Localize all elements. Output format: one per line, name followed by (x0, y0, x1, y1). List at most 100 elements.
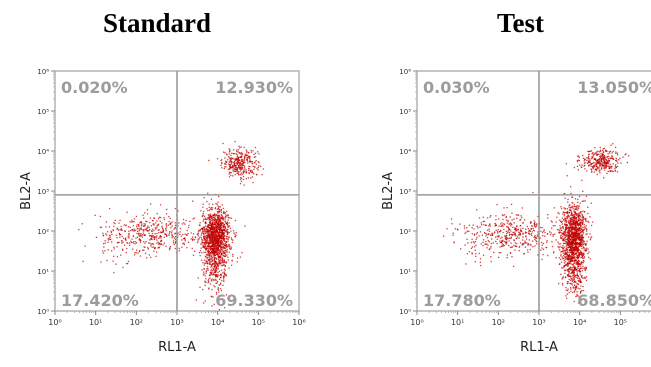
data-point-145 (236, 155, 238, 158)
data-point-2050 (537, 215, 539, 218)
data-point-1538 (217, 262, 219, 264)
data-point-2147 (102, 250, 104, 252)
data-point-1308 (581, 217, 583, 219)
data-point-279 (239, 168, 241, 171)
data-point-1468 (221, 243, 223, 245)
data-point-1915 (507, 231, 509, 234)
data-point-40 (599, 151, 601, 153)
data-point-1859 (514, 242, 516, 244)
data-point-802 (577, 295, 579, 297)
data-point-1427 (579, 268, 581, 270)
data-point-1424 (568, 258, 570, 260)
data-point-1225 (558, 257, 560, 259)
data-point-1532 (579, 292, 582, 294)
data-point-898 (564, 211, 566, 214)
data-point-191 (228, 164, 231, 166)
data-point-137 (246, 158, 249, 160)
data-point-139 (221, 159, 223, 161)
data-point-2112 (144, 242, 146, 244)
data-point-1370 (566, 243, 568, 246)
data-point-1401 (572, 242, 574, 244)
data-point-169 (240, 180, 243, 183)
data-point-600 (210, 198, 213, 200)
data-point-1684 (581, 304, 584, 306)
data-point-96 (237, 151, 239, 153)
data-point-1863 (153, 223, 155, 225)
data-point-2153 (490, 261, 492, 263)
data-point-1384 (223, 239, 225, 241)
data-point-639 (226, 238, 228, 240)
data-point-2030 (146, 221, 148, 223)
data-point-677 (577, 254, 579, 256)
data-point-2023 (525, 238, 528, 240)
data-point-1496 (562, 250, 564, 252)
data-point-1601 (570, 268, 572, 270)
data-point-1674 (576, 247, 579, 249)
data-point-1633 (225, 274, 227, 276)
data-point-2053 (171, 225, 173, 227)
data-point-151 (245, 149, 247, 151)
data-point-1381 (579, 235, 581, 237)
data-point-2026 (143, 246, 145, 248)
data-point-1970 (524, 232, 526, 234)
data-point-565 (581, 214, 583, 216)
data-point-102 (235, 170, 237, 173)
data-point-81 (261, 174, 263, 176)
data-point-1262 (567, 236, 570, 238)
data-point-1238 (211, 223, 213, 226)
data-point-1872 (506, 254, 508, 256)
data-point-1173 (579, 239, 581, 241)
data-point-1259 (568, 263, 570, 265)
data-point-1135 (565, 248, 567, 250)
data-point-2155 (125, 262, 128, 265)
data-point-1871 (179, 231, 181, 233)
data-point-80 (599, 162, 601, 165)
data-point-313 (241, 167, 243, 169)
data-point-1550 (581, 261, 583, 263)
data-point-2110 (502, 218, 504, 221)
data-point-2166 (464, 232, 466, 234)
data-point-1940 (495, 223, 497, 225)
data-point-1555 (213, 260, 216, 262)
data-point-2092 (510, 230, 512, 232)
chart-panel-1: 10⁰10¹10²10³10⁴10⁵10⁶10⁰10¹10²10³10⁴10⁵1… (381, 68, 651, 355)
data-point-875 (217, 233, 219, 235)
data-point-1134 (559, 219, 561, 221)
data-point-2106 (165, 227, 167, 230)
data-point-1704 (573, 248, 576, 250)
data-point-1021 (562, 231, 565, 233)
data-point-2035 (177, 225, 179, 227)
data-point-39 (599, 165, 601, 168)
data-point-1133 (213, 246, 215, 248)
data-point-1465 (570, 257, 573, 260)
x-tick-label-3: 10³ (170, 318, 183, 327)
data-point-125 (230, 159, 232, 161)
data-point-673 (214, 246, 216, 248)
data-point-1236 (575, 224, 577, 226)
data-point-2086 (140, 228, 143, 230)
data-point-194 (229, 159, 231, 161)
data-point-154 (243, 166, 245, 169)
data-point-951 (580, 211, 582, 213)
data-point-12 (595, 159, 597, 161)
data-point-13 (257, 151, 259, 153)
data-point-410 (212, 238, 214, 240)
data-point-1662 (568, 255, 571, 257)
data-point-1394 (581, 237, 583, 239)
data-point-1179 (561, 238, 563, 240)
data-point-1598 (216, 252, 218, 254)
data-point-2149 (490, 256, 492, 258)
y-tick-label-2: 10² (399, 228, 411, 236)
data-point-284 (229, 166, 232, 168)
data-point-585 (571, 216, 573, 219)
data-point-706 (567, 234, 569, 236)
data-point-170 (622, 156, 624, 158)
data-point-1983 (134, 252, 136, 254)
data-point-924 (585, 195, 588, 197)
data-point-2165 (124, 238, 126, 240)
data-point-1122 (565, 212, 567, 214)
data-point-1567 (220, 275, 223, 277)
data-point-1679 (570, 272, 572, 274)
data-point-1973 (456, 228, 459, 230)
data-point-1795 (146, 257, 148, 259)
